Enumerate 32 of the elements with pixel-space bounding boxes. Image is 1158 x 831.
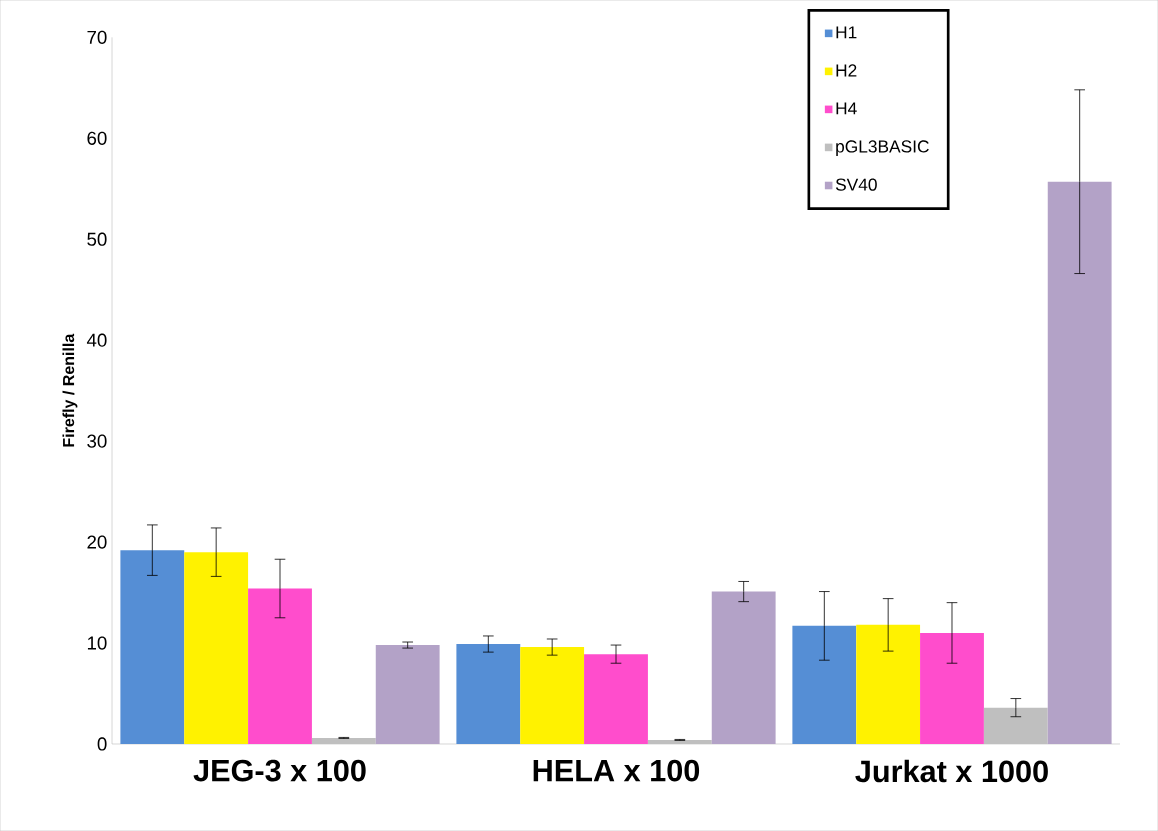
y-tick-label: 50 xyxy=(87,232,107,246)
bar xyxy=(375,645,440,744)
y-tick-label: 0 xyxy=(97,737,107,751)
bar xyxy=(456,644,521,744)
y-tick-label: 60 xyxy=(87,131,107,145)
bar xyxy=(311,737,376,744)
bar xyxy=(584,654,648,744)
y-axis-title: Firefly / Renilla xyxy=(62,333,78,447)
legend-label: H2 xyxy=(836,64,857,77)
bar xyxy=(248,588,312,744)
x-tick-label: HELA x 100 xyxy=(533,759,700,782)
x-tick-label: Jurkat x 1000 xyxy=(855,759,1048,783)
bar xyxy=(120,550,185,744)
bar xyxy=(1047,181,1112,744)
bar xyxy=(792,625,857,744)
bar xyxy=(647,739,712,744)
y-tick-label: 20 xyxy=(87,535,107,549)
legend-label: H4 xyxy=(836,102,857,115)
bar xyxy=(520,647,585,744)
y-tick-label: 40 xyxy=(86,333,107,347)
x-tick-label: JEG-3 x 100 xyxy=(193,759,366,782)
legend-label: pGL3BASIC xyxy=(836,140,929,157)
y-tick-label: 30 xyxy=(87,434,107,448)
bar xyxy=(920,632,984,744)
bar xyxy=(856,624,921,744)
y-tick-label: 10 xyxy=(87,636,107,650)
bar xyxy=(184,552,249,744)
legend-label: H1 xyxy=(836,26,857,39)
bar xyxy=(711,591,776,744)
legend-label: SV40 xyxy=(835,178,877,191)
bar xyxy=(983,707,1048,744)
y-tick-label: 70 xyxy=(87,30,107,44)
